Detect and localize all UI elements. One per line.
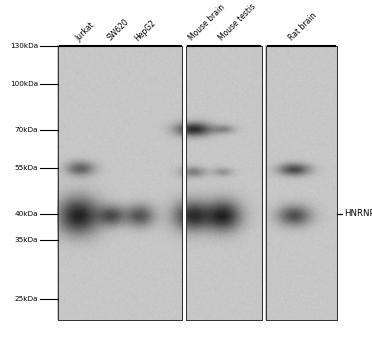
Bar <box>266 46 337 320</box>
Text: Rat brain: Rat brain <box>288 11 319 43</box>
Bar <box>58 46 182 320</box>
Text: Mouse testis: Mouse testis <box>217 2 257 43</box>
Text: 100kDa: 100kDa <box>10 81 38 87</box>
Text: SW620: SW620 <box>105 18 131 43</box>
Text: Mouse brain: Mouse brain <box>187 3 227 43</box>
Text: 40kDa: 40kDa <box>15 210 38 217</box>
Text: Jurkat: Jurkat <box>74 20 96 43</box>
Text: 55kDa: 55kDa <box>15 165 38 171</box>
Text: 35kDa: 35kDa <box>15 237 38 243</box>
Bar <box>186 46 262 320</box>
Text: 25kDa: 25kDa <box>15 296 38 302</box>
Text: 70kDa: 70kDa <box>15 126 38 133</box>
Text: 130kDa: 130kDa <box>10 42 38 49</box>
Text: HepG2: HepG2 <box>133 18 158 43</box>
Bar <box>58 46 182 320</box>
Text: HNRNPDL: HNRNPDL <box>344 209 372 218</box>
Bar <box>266 46 337 320</box>
Bar <box>186 46 262 320</box>
